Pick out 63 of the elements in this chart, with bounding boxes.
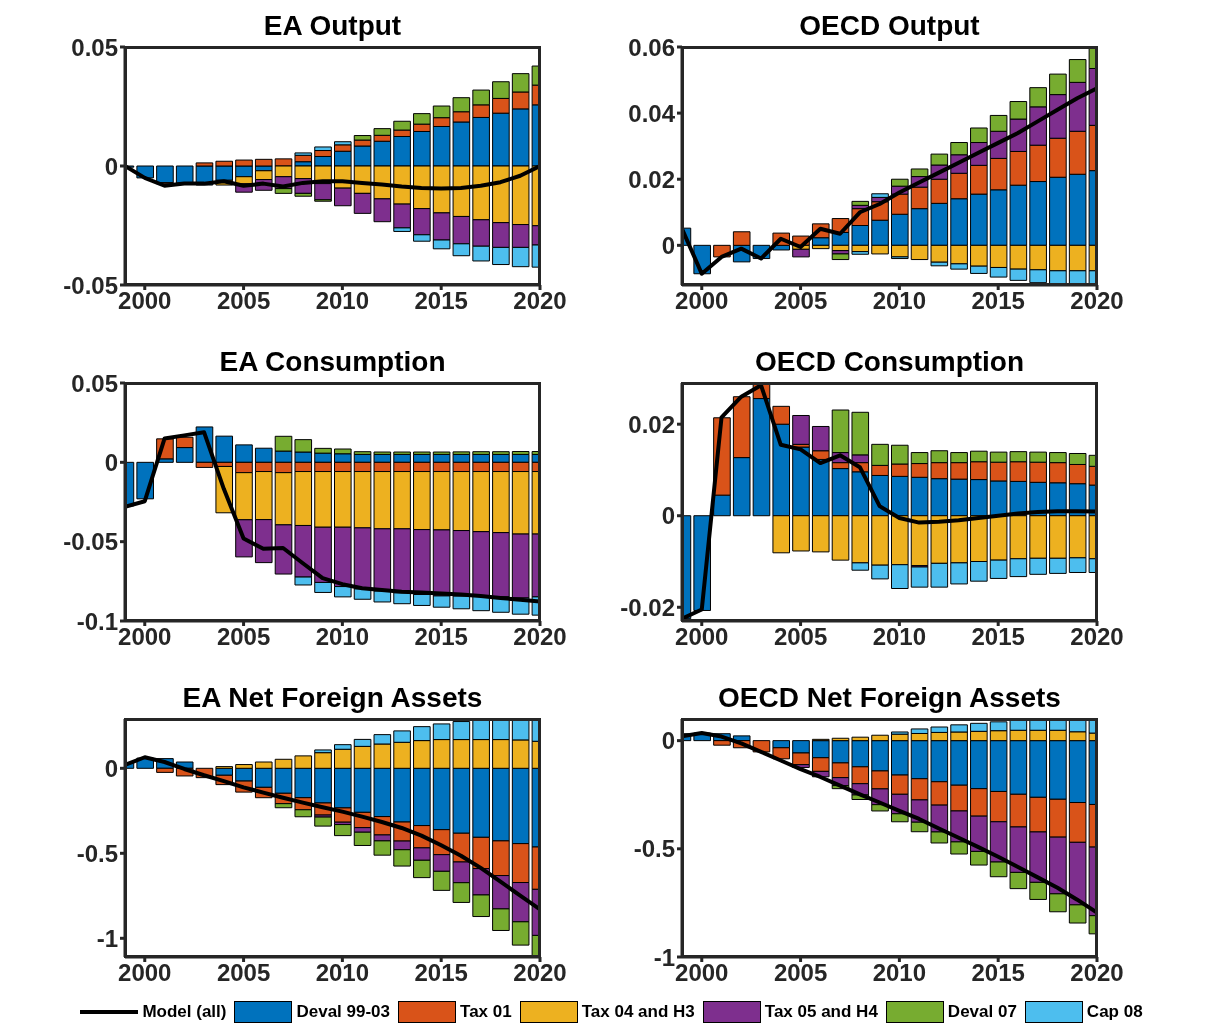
y-tick-label: 0.06 bbox=[628, 33, 675, 61]
y-tick-label: -1 bbox=[653, 943, 675, 971]
x-tick-label: 2005 bbox=[773, 287, 828, 315]
x-tick-label: 2010 bbox=[872, 959, 927, 987]
x-tick-label: 2015 bbox=[414, 623, 468, 651]
chart-title: EA Net Foreign Assets bbox=[181, 681, 484, 715]
legend-label: Tax 04 and H3 bbox=[581, 1002, 695, 1022]
y-tick-label: -0.05 bbox=[63, 528, 118, 556]
legend-label: Deval 07 bbox=[947, 1002, 1017, 1022]
x-tick-label: 2020 bbox=[513, 287, 567, 315]
x-tick-label: 2005 bbox=[216, 623, 271, 651]
legend-label: Cap 08 bbox=[1086, 1002, 1143, 1022]
x-tick-label: 2015 bbox=[971, 623, 1025, 651]
x-tick-label: 2020 bbox=[1070, 287, 1124, 315]
y-tick-label: 0 bbox=[661, 502, 675, 530]
chart-title: OECD Consumption bbox=[753, 345, 1026, 379]
y-tick-label: 0.02 bbox=[628, 410, 675, 438]
y-tick-label: -0.02 bbox=[620, 593, 675, 621]
x-tick-label: 2015 bbox=[971, 959, 1025, 987]
y-tick-label: 0.02 bbox=[628, 165, 675, 193]
x-tick-label: 2005 bbox=[773, 623, 828, 651]
legend-label: Tax 05 and H4 bbox=[764, 1002, 878, 1022]
x-tick-label: 2010 bbox=[315, 287, 370, 315]
chart-title: OECD Output bbox=[799, 10, 980, 41]
y-tick-label: 0 bbox=[661, 231, 675, 259]
y-tick-label: -0.5 bbox=[76, 839, 118, 867]
x-tick-label: 2000 bbox=[675, 287, 729, 315]
x-tick-label: 2015 bbox=[971, 287, 1025, 315]
x-tick-label: 2010 bbox=[872, 287, 927, 315]
y-tick-label: 0 bbox=[104, 448, 118, 476]
y-tick-label: -0.5 bbox=[633, 835, 675, 863]
x-tick-label: 2020 bbox=[1070, 623, 1124, 651]
x-tick-label: 2005 bbox=[216, 959, 271, 987]
chart-title: EA Output bbox=[263, 10, 402, 41]
x-tick-label: 2000 bbox=[118, 287, 172, 315]
x-tick-label: 2015 bbox=[414, 959, 468, 987]
x-tick-label: 2000 bbox=[118, 959, 172, 987]
chart-title: EA Consumption bbox=[219, 346, 446, 377]
y-tick-label: 0 bbox=[104, 152, 118, 180]
y-tick-label: 0 bbox=[661, 727, 675, 755]
x-tick-label: 2020 bbox=[513, 959, 567, 987]
x-tick-label: 2000 bbox=[675, 959, 729, 987]
y-tick-label: -1 bbox=[96, 924, 118, 952]
y-tick-label: 0.05 bbox=[71, 369, 118, 397]
y-tick-label: -0.05 bbox=[63, 271, 118, 299]
x-tick-label: 2000 bbox=[118, 623, 172, 651]
x-tick-label: 2000 bbox=[675, 623, 729, 651]
chart-title: OECD Net Foreign Assets bbox=[717, 681, 1062, 715]
legend-label: Deval 99-03 bbox=[296, 1002, 391, 1022]
legend-label: Model (all) bbox=[142, 1002, 227, 1022]
y-tick-label: 0.05 bbox=[71, 33, 118, 61]
x-tick-label: 2010 bbox=[872, 623, 927, 651]
y-tick-label: 0.04 bbox=[628, 99, 676, 127]
legend-label: Tax 01 bbox=[460, 1002, 512, 1022]
x-tick-label: 2005 bbox=[216, 287, 271, 315]
x-tick-label: 2015 bbox=[414, 287, 468, 315]
y-tick-label: -0.1 bbox=[76, 607, 118, 635]
y-tick-label: 0 bbox=[104, 754, 118, 782]
x-tick-label: 2020 bbox=[513, 623, 567, 651]
x-tick-label: 2005 bbox=[773, 959, 828, 987]
x-tick-label: 2010 bbox=[315, 623, 370, 651]
x-tick-label: 2020 bbox=[1070, 959, 1124, 987]
x-tick-label: 2010 bbox=[315, 959, 370, 987]
